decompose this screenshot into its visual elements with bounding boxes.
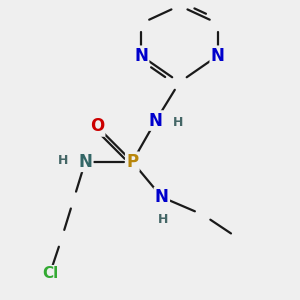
Text: H: H	[158, 213, 168, 226]
Text: N: N	[155, 188, 169, 206]
Text: P: P	[126, 153, 138, 171]
Text: H: H	[173, 116, 183, 128]
Text: O: O	[90, 117, 104, 135]
Text: Cl: Cl	[42, 266, 58, 281]
Text: H: H	[58, 154, 68, 167]
Text: N: N	[134, 47, 148, 65]
Text: N: N	[149, 112, 163, 130]
Text: N: N	[78, 153, 92, 171]
Text: N: N	[211, 47, 225, 65]
